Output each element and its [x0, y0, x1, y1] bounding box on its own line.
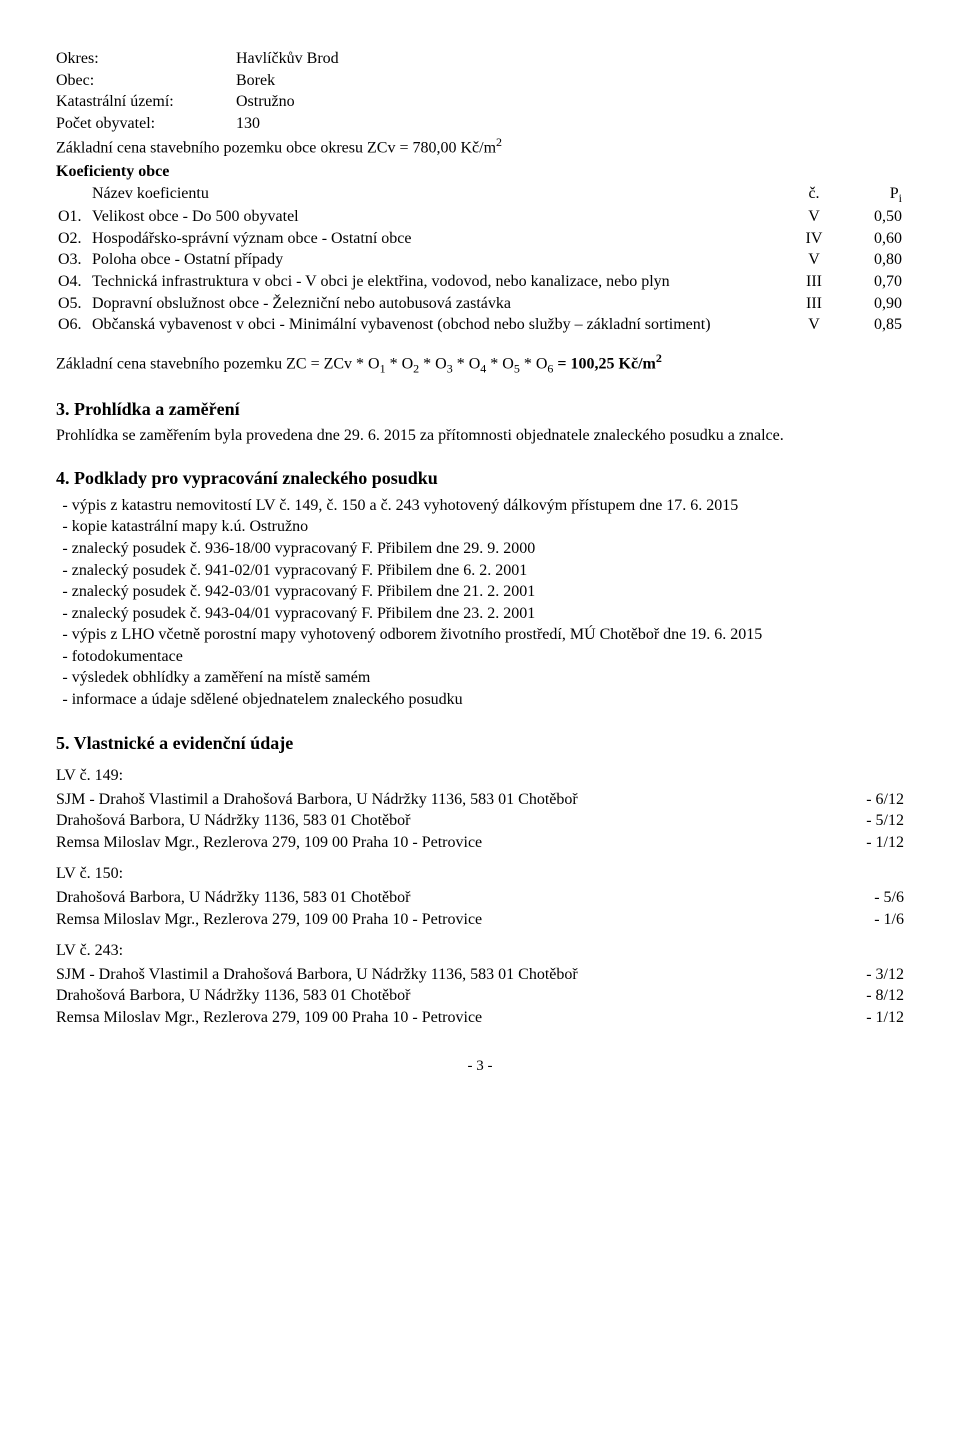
list-item: - výsledek obhlídky a zaměření na místě …: [56, 667, 904, 689]
header-label: Počet obyvatel:: [56, 113, 236, 135]
section-3-title: 3. Prohlídka a zaměření: [56, 397, 904, 421]
coef-desc: Technická infrastruktura v obci - V obci…: [90, 271, 784, 293]
coef-desc: Občanská vybavenost v obci - Minimální v…: [90, 314, 784, 336]
coef-c1: III: [784, 271, 844, 293]
coef-code: O4.: [56, 271, 90, 293]
coef-c2: 0,85: [844, 314, 904, 336]
zcv-sup: 2: [496, 135, 502, 149]
owner-share: - 1/12: [826, 832, 904, 854]
header-value: Borek: [236, 70, 904, 92]
coef-c1: III: [784, 293, 844, 315]
header-label: Katastrální území:: [56, 91, 236, 113]
owner-name: SJM - Drahoš Vlastimil a Drahošová Barbo…: [56, 789, 826, 811]
owners-table: SJM - Drahoš Vlastimil a Drahošová Barbo…: [56, 789, 904, 854]
coef-code: O2.: [56, 228, 90, 250]
owner-name: Remsa Miloslav Mgr., Rezlerova 279, 109 …: [56, 909, 826, 931]
zcv-text: Základní cena stavebního pozemku obce ok…: [56, 140, 496, 157]
coef-c2: 0,60: [844, 228, 904, 250]
coef-c1: V: [784, 249, 844, 271]
owner-name: Drahošová Barbora, U Nádržky 1136, 583 0…: [56, 887, 826, 909]
coef-code: O5.: [56, 293, 90, 315]
header-label: Okres:: [56, 48, 236, 70]
coef-table: Název koeficientu č. Pi O1. Velikost obc…: [56, 183, 904, 336]
list-item: - kopie katastrální mapy k.ú. Ostružno: [56, 516, 904, 538]
lv-label: LV č. 149:: [56, 765, 904, 787]
list-item: - fotodokumentace: [56, 646, 904, 668]
header-value: Ostružno: [236, 91, 904, 113]
lv-label: LV č. 243:: [56, 940, 904, 962]
owner-name: Drahošová Barbora, U Nádržky 1136, 583 0…: [56, 810, 826, 832]
coef-head-c1: č.: [784, 183, 844, 206]
coef-c2: 0,80: [844, 249, 904, 271]
owner-share: - 8/12: [826, 985, 904, 1007]
header-value: 130: [236, 113, 904, 135]
coef-c2: 0,50: [844, 206, 904, 228]
owner-share: - 1/12: [826, 1007, 904, 1029]
owner-name: Remsa Miloslav Mgr., Rezlerova 279, 109 …: [56, 1007, 826, 1029]
list-item: - znalecký posudek č. 936-18/00 vypracov…: [56, 538, 904, 560]
list-item: - znalecký posudek č. 941-02/01 vypracov…: [56, 560, 904, 582]
owner-share: - 3/12: [826, 964, 904, 986]
owners-table: Drahošová Barbora, U Nádržky 1136, 583 0…: [56, 887, 904, 930]
owner-name: Remsa Miloslav Mgr., Rezlerova 279, 109 …: [56, 832, 826, 854]
owner-name: Drahošová Barbora, U Nádržky 1136, 583 0…: [56, 985, 826, 1007]
owner-share: - 5/6: [826, 887, 904, 909]
coef-c2: 0,90: [844, 293, 904, 315]
coef-code: O3.: [56, 249, 90, 271]
list-item: - znalecký posudek č. 942-03/01 vypracov…: [56, 581, 904, 603]
coef-c1: IV: [784, 228, 844, 250]
list-item: - výpis z LHO včetně porostní mapy vyhot…: [56, 624, 904, 646]
owner-share: - 5/12: [826, 810, 904, 832]
coef-c2: 0,70: [844, 271, 904, 293]
coef-head-name: Název koeficientu: [90, 183, 784, 206]
section-5-title: 5. Vlastnické a evidenční údaje: [56, 731, 904, 755]
coef-desc: Poloha obce - Ostatní případy: [90, 249, 784, 271]
zc-formula: Základní cena stavebního pozemku ZC = ZC…: [56, 350, 904, 377]
page-number: - 3 -: [56, 1056, 904, 1076]
section-3-text: Prohlídka se zaměřením byla provedena dn…: [56, 425, 904, 447]
owner-name: SJM - Drahoš Vlastimil a Drahošová Barbo…: [56, 964, 826, 986]
coef-code: O1.: [56, 206, 90, 228]
base-price-line: Základní cena stavebního pozemku obce ok…: [56, 134, 904, 159]
coef-desc: Hospodářsko-správní význam obce - Ostatn…: [90, 228, 784, 250]
owners-table: SJM - Drahoš Vlastimil a Drahošová Barbo…: [56, 964, 904, 1029]
lv-label: LV č. 150:: [56, 863, 904, 885]
coef-c1: V: [784, 206, 844, 228]
header-value: Havlíčkův Brod: [236, 48, 904, 70]
owner-share: - 6/12: [826, 789, 904, 811]
coef-desc: Velikost obce - Do 500 obyvatel: [90, 206, 784, 228]
owner-share: - 1/6: [826, 909, 904, 931]
section-4-title: 4. Podklady pro vypracování znaleckého p…: [56, 466, 904, 490]
coef-desc: Dopravní obslužnost obce - Železniční ne…: [90, 293, 784, 315]
list-item: - výpis z katastru nemovitostí LV č. 149…: [56, 495, 904, 517]
section-4-list: - výpis z katastru nemovitostí LV č. 149…: [56, 495, 904, 711]
coef-title: Koeficienty obce: [56, 161, 904, 183]
header-table: Okres: Havlíčkův Brod Obec: Borek Katast…: [56, 48, 904, 134]
list-item: - znalecký posudek č. 943-04/01 vypracov…: [56, 603, 904, 625]
header-label: Obec:: [56, 70, 236, 92]
list-item: - informace a údaje sdělené objednatelem…: [56, 689, 904, 711]
coef-head-c2: Pi: [844, 183, 904, 206]
coef-c1: V: [784, 314, 844, 336]
coef-code: O6.: [56, 314, 90, 336]
